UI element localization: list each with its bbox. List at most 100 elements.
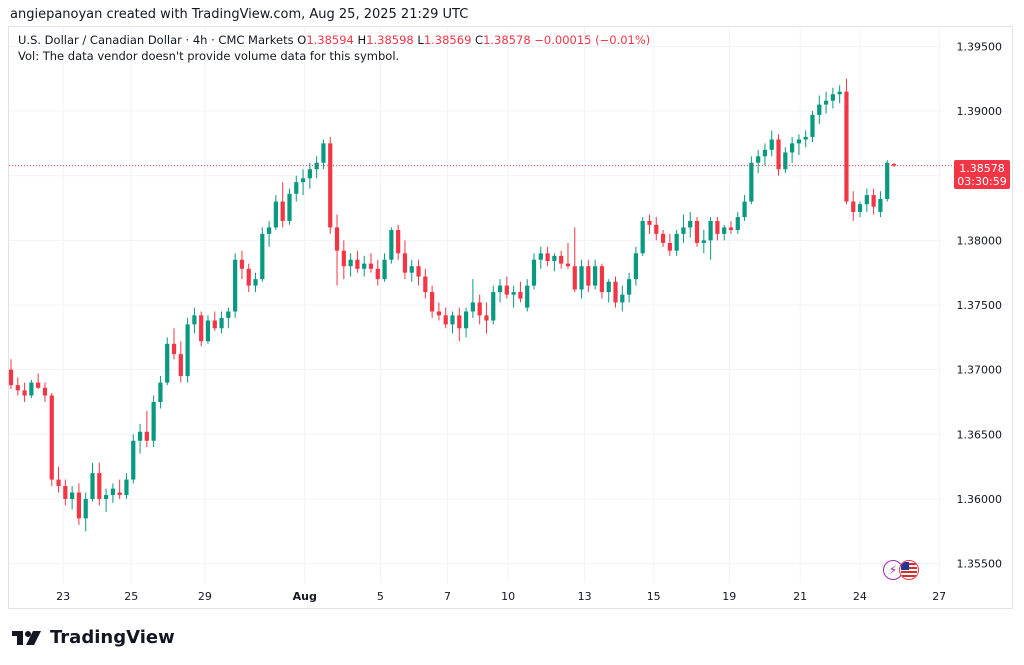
candle-body — [613, 281, 618, 303]
candle-body — [396, 230, 401, 254]
candle-body — [796, 139, 802, 144]
candle-body — [368, 263, 374, 269]
candle-body — [56, 479, 61, 487]
y-tick-label: 1.39000 — [957, 105, 1003, 118]
candle-body — [844, 91, 849, 202]
time-axis: 23 25 29 Aug 5 7 10 13 15 19 21 24 27 — [56, 590, 946, 603]
candle-body — [660, 233, 666, 243]
candle-body — [321, 143, 326, 163]
candle-body — [42, 387, 48, 396]
candle-body — [450, 315, 455, 325]
candle-body — [246, 268, 251, 286]
candle-body — [110, 488, 115, 496]
candle-body — [49, 395, 54, 480]
candle-body — [559, 255, 564, 264]
candle-body — [518, 292, 523, 299]
candle-body — [117, 492, 122, 496]
x-tick-label: 19 — [722, 590, 736, 603]
candle-body — [76, 492, 82, 519]
candle-body — [504, 285, 509, 295]
candle-body — [212, 320, 217, 329]
high-label: H — [357, 33, 367, 47]
candle-body — [409, 266, 414, 273]
x-tick-label: 13 — [578, 590, 592, 603]
candle-body — [402, 253, 408, 273]
last-price-value: 1.38578 — [959, 162, 1005, 175]
symbol-description[interactable]: U.S. Dollar / Canadian Dollar · 4h · CMC… — [18, 33, 294, 47]
candle-body — [124, 479, 129, 496]
candle-body — [328, 143, 333, 228]
last-price-tag: 1.38578 03:30:59 — [954, 160, 1010, 189]
candle-body — [233, 259, 238, 312]
candle-body — [681, 227, 686, 234]
candle-body — [8, 369, 14, 386]
y-tick-label: 1.35500 — [957, 558, 1003, 571]
candle-body — [817, 104, 822, 115]
candle-body — [131, 440, 136, 480]
candle-body — [151, 401, 156, 441]
candle-body — [715, 220, 720, 234]
candle-body — [97, 473, 102, 499]
candle-body — [355, 259, 360, 269]
x-tick-label: Aug — [293, 590, 317, 603]
candle-body — [199, 315, 204, 342]
candle-body — [722, 227, 727, 234]
candle-body — [694, 220, 700, 243]
candle-body — [783, 152, 788, 170]
candle-body — [579, 266, 584, 290]
candle-body — [728, 227, 734, 231]
candle-body — [375, 268, 380, 280]
chart-legend: U.S. Dollar / Canadian Dollar · 4h · CMC… — [18, 32, 650, 64]
candle-body — [294, 182, 299, 194]
event-badges[interactable]: ⚡ — [883, 560, 919, 580]
candle-body — [742, 201, 747, 218]
us-flag-icon[interactable] — [899, 560, 919, 580]
candle-body — [314, 162, 319, 170]
candle-body — [280, 201, 285, 221]
close-value: 1.38578 — [483, 33, 531, 47]
y-tick-label: 1.37000 — [957, 364, 1003, 377]
candle-body — [416, 266, 421, 277]
candle-body — [810, 114, 815, 137]
candle-body — [436, 311, 442, 316]
y-tick-label: 1.36500 — [957, 428, 1003, 441]
candle-body — [430, 292, 435, 312]
candle-body — [477, 302, 482, 316]
candle-body — [90, 473, 95, 499]
candle-body — [830, 94, 835, 101]
y-tick-label: 1.36000 — [957, 493, 1003, 506]
x-tick-label: 29 — [198, 590, 212, 603]
candle-body — [497, 285, 503, 293]
x-tick-label: 5 — [377, 590, 384, 603]
candle-body — [674, 233, 679, 251]
open-value: 1.38594 — [306, 33, 354, 47]
candle-body — [36, 382, 41, 388]
candles-layer — [8, 78, 897, 532]
low-label: L — [417, 33, 424, 47]
candle-body — [803, 136, 808, 140]
close-label: C — [475, 33, 484, 47]
candle-body — [253, 279, 258, 286]
candle-body — [538, 253, 543, 260]
x-tick-label: 15 — [647, 590, 661, 603]
candle-body — [851, 201, 856, 212]
candle-body — [593, 266, 598, 286]
candle-body — [83, 498, 88, 519]
candle-body — [626, 279, 632, 295]
candle-body — [620, 294, 625, 303]
candle-body — [837, 91, 842, 95]
candle-body — [857, 204, 863, 212]
candle-body — [103, 495, 109, 499]
candle-body — [891, 164, 897, 166]
candle-body — [552, 255, 557, 262]
candle-body — [185, 324, 190, 377]
candle-body — [457, 315, 462, 329]
candle-body — [491, 292, 496, 321]
brand-logo[interactable]: TradingView — [12, 627, 175, 648]
x-tick-label: 24 — [853, 590, 867, 603]
candle-body — [525, 285, 530, 308]
x-tick-label: 10 — [501, 590, 515, 603]
candle-body — [158, 382, 163, 402]
candle-body — [362, 263, 367, 269]
